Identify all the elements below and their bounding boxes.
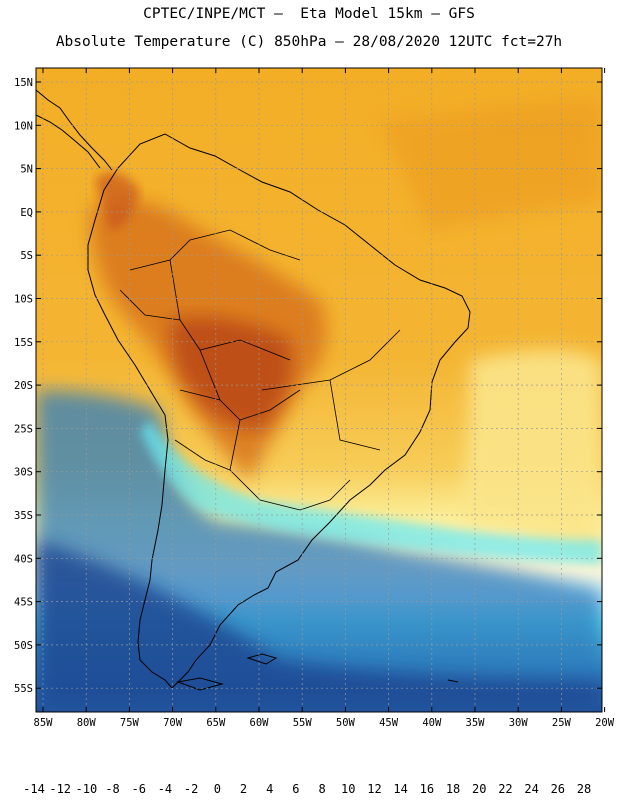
colorbar-label: -2 <box>183 782 199 796</box>
lon-label: 30W <box>509 717 529 729</box>
map-canvas: 15N 10N 5N EQ 5S 10S 15S 20S 25S 30S 35S 40S 45S 50S 5… <box>14 67 615 729</box>
lon-label: 65W <box>206 717 226 729</box>
cold-core-south <box>36 540 602 712</box>
colorbar-label: 24 <box>524 782 539 796</box>
lat-label: 10S <box>14 294 33 306</box>
colorbar-label: -4 <box>157 782 173 796</box>
axis-ticks <box>36 68 606 712</box>
temperature-map: 15N 10N 5N EQ 5S 10S 15S 20S 25S 30S 35S 40S 45S 50S 5… <box>0 60 618 740</box>
lat-label: 10N <box>14 120 33 132</box>
lat-label: 5N <box>20 164 33 176</box>
colorbar-label: 26 <box>550 782 566 796</box>
lat-label: 25S <box>14 423 33 435</box>
lon-label: 40W <box>422 717 442 729</box>
lon-label: 35W <box>466 717 486 729</box>
colorbar-label: 28 <box>576 782 592 796</box>
country-borders <box>119 229 401 511</box>
islands <box>176 653 459 691</box>
hottest-land-core <box>170 317 292 430</box>
lat-label: EQ <box>20 207 33 219</box>
colorbar-label: 14 <box>393 782 408 796</box>
lon-label: 60W <box>250 717 270 729</box>
colorbar-label: 22 <box>498 782 513 796</box>
lat-label: 30S <box>14 467 33 479</box>
cyan-band <box>140 420 602 565</box>
lat-lon-grid <box>36 68 602 712</box>
colorbar-label: -6 <box>131 782 146 796</box>
colorbar-label: 20 <box>472 782 487 796</box>
south-america-coastline <box>87 133 471 689</box>
lat-label: 55S <box>14 683 33 695</box>
lon-label: 75W <box>120 717 140 729</box>
colorbar-label: 8 <box>318 782 326 796</box>
lat-label: 50S <box>14 640 33 652</box>
lat-label: 15N <box>14 77 33 89</box>
colorbar-label: 2 <box>239 782 248 796</box>
lon-label: 85W <box>34 717 54 729</box>
latitude-labels: 15N 10N 5N EQ 5S 10S 15S 20S 25S 30S 35S 40S 45S 50S 5… <box>14 77 33 695</box>
map-title-line-1: CPTEC/INPE/MCT — Eta Model 15km — GFS <box>143 6 475 22</box>
lon-label: 45W <box>379 717 399 729</box>
lon-label: 55W <box>293 717 313 729</box>
central-america-coastline <box>36 89 113 171</box>
colorbar-label: 16 <box>419 782 435 796</box>
lat-label: 15S <box>14 337 33 349</box>
colorbar-label: 4 <box>266 782 274 796</box>
colorbar-label: 12 <box>367 782 382 796</box>
lon-label: 80W <box>77 717 97 729</box>
lat-label: 40S <box>14 553 33 565</box>
colorbar-label: 0 <box>213 782 221 796</box>
lat-label: 5S <box>20 250 33 262</box>
colorbar-label: 6 <box>292 782 300 796</box>
colorbar-label: -10 <box>75 782 98 796</box>
colorbar-label: 10 <box>341 782 356 796</box>
lat-label: 20S <box>14 380 33 392</box>
colorbar-label: 18 <box>445 782 461 796</box>
colorbar-label: -14 <box>23 782 45 796</box>
longitude-labels: 85W 80W 75W 70W 65W 60W 55W 50W 45W 40W 35W 30W 25W 2… <box>34 717 615 729</box>
map-frame <box>35 67 603 713</box>
lat-label: 35S <box>14 510 33 522</box>
map-title-line-2: Absolute Temperature (C) 850hPa — 28/08/… <box>55 34 563 50</box>
lon-label: 20W <box>595 717 615 729</box>
lon-label: 70W <box>163 717 183 729</box>
colorbar-label: -12 <box>49 782 72 796</box>
pale-area-east <box>460 350 602 560</box>
lon-label: 25W <box>552 717 572 729</box>
colorbar-label: -8 <box>105 782 120 796</box>
lon-label: 50W <box>336 717 356 729</box>
warm-area-ne <box>380 100 602 230</box>
lat-label: 45S <box>14 597 33 609</box>
